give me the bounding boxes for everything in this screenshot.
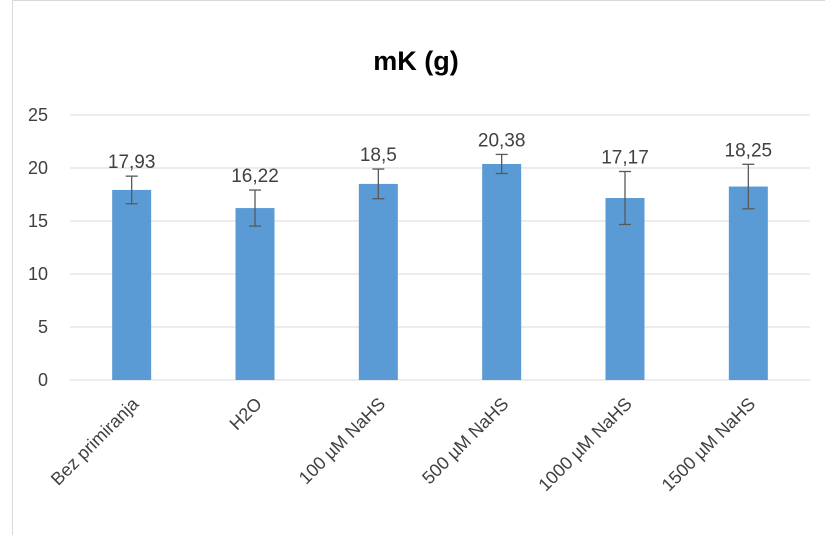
x-category-label: 100 µM NaHS bbox=[295, 394, 389, 488]
error-bar bbox=[372, 168, 385, 200]
error-bar bbox=[619, 170, 631, 226]
x-category-label: 1500 µM NaHS bbox=[658, 394, 759, 495]
data-labels: 17,93 16,22 18,5 20,38 17,17 18,25 bbox=[108, 130, 772, 187]
bar bbox=[235, 208, 275, 380]
x-category-label: H2O bbox=[226, 394, 266, 434]
chart-frame bbox=[12, 0, 825, 535]
error-bar bbox=[742, 163, 755, 210]
y-tick-label: 20 bbox=[28, 158, 48, 178]
bars bbox=[112, 163, 768, 380]
gridlines bbox=[70, 114, 810, 381]
data-label: 20,38 bbox=[478, 130, 526, 151]
bar bbox=[728, 186, 768, 380]
data-label: 17,93 bbox=[108, 152, 156, 173]
y-tick-label: 25 bbox=[28, 105, 48, 125]
data-label: 18,25 bbox=[725, 140, 773, 161]
bar bbox=[605, 197, 645, 380]
bar bbox=[482, 163, 522, 380]
x-axis-category-labels: Bez primiranja H2O 100 µM NaHS 500 µM NaHS 1… bbox=[47, 393, 759, 495]
data-label: 17,17 bbox=[601, 147, 649, 168]
x-category-label: 500 µM NaHS bbox=[418, 394, 512, 488]
error-bars bbox=[125, 153, 755, 227]
data-label: 18,5 bbox=[360, 145, 397, 166]
bar bbox=[358, 183, 398, 380]
x-category-label: Bez primiranja bbox=[47, 393, 143, 489]
y-tick-label: 0 bbox=[38, 370, 48, 390]
error-bar bbox=[125, 175, 138, 205]
error-bar bbox=[249, 189, 261, 227]
y-tick-label: 5 bbox=[38, 317, 48, 337]
data-label: 16,22 bbox=[231, 166, 279, 187]
error-bar bbox=[495, 153, 508, 175]
chart-title: mK (g) bbox=[373, 46, 458, 76]
y-tick-label: 15 bbox=[28, 211, 48, 231]
y-axis-tick-labels: 0 5 10 15 20 25 bbox=[28, 105, 48, 390]
x-category-label: 1000 µM NaHS bbox=[534, 394, 635, 495]
y-tick-label: 10 bbox=[28, 264, 48, 284]
bar bbox=[112, 189, 152, 380]
